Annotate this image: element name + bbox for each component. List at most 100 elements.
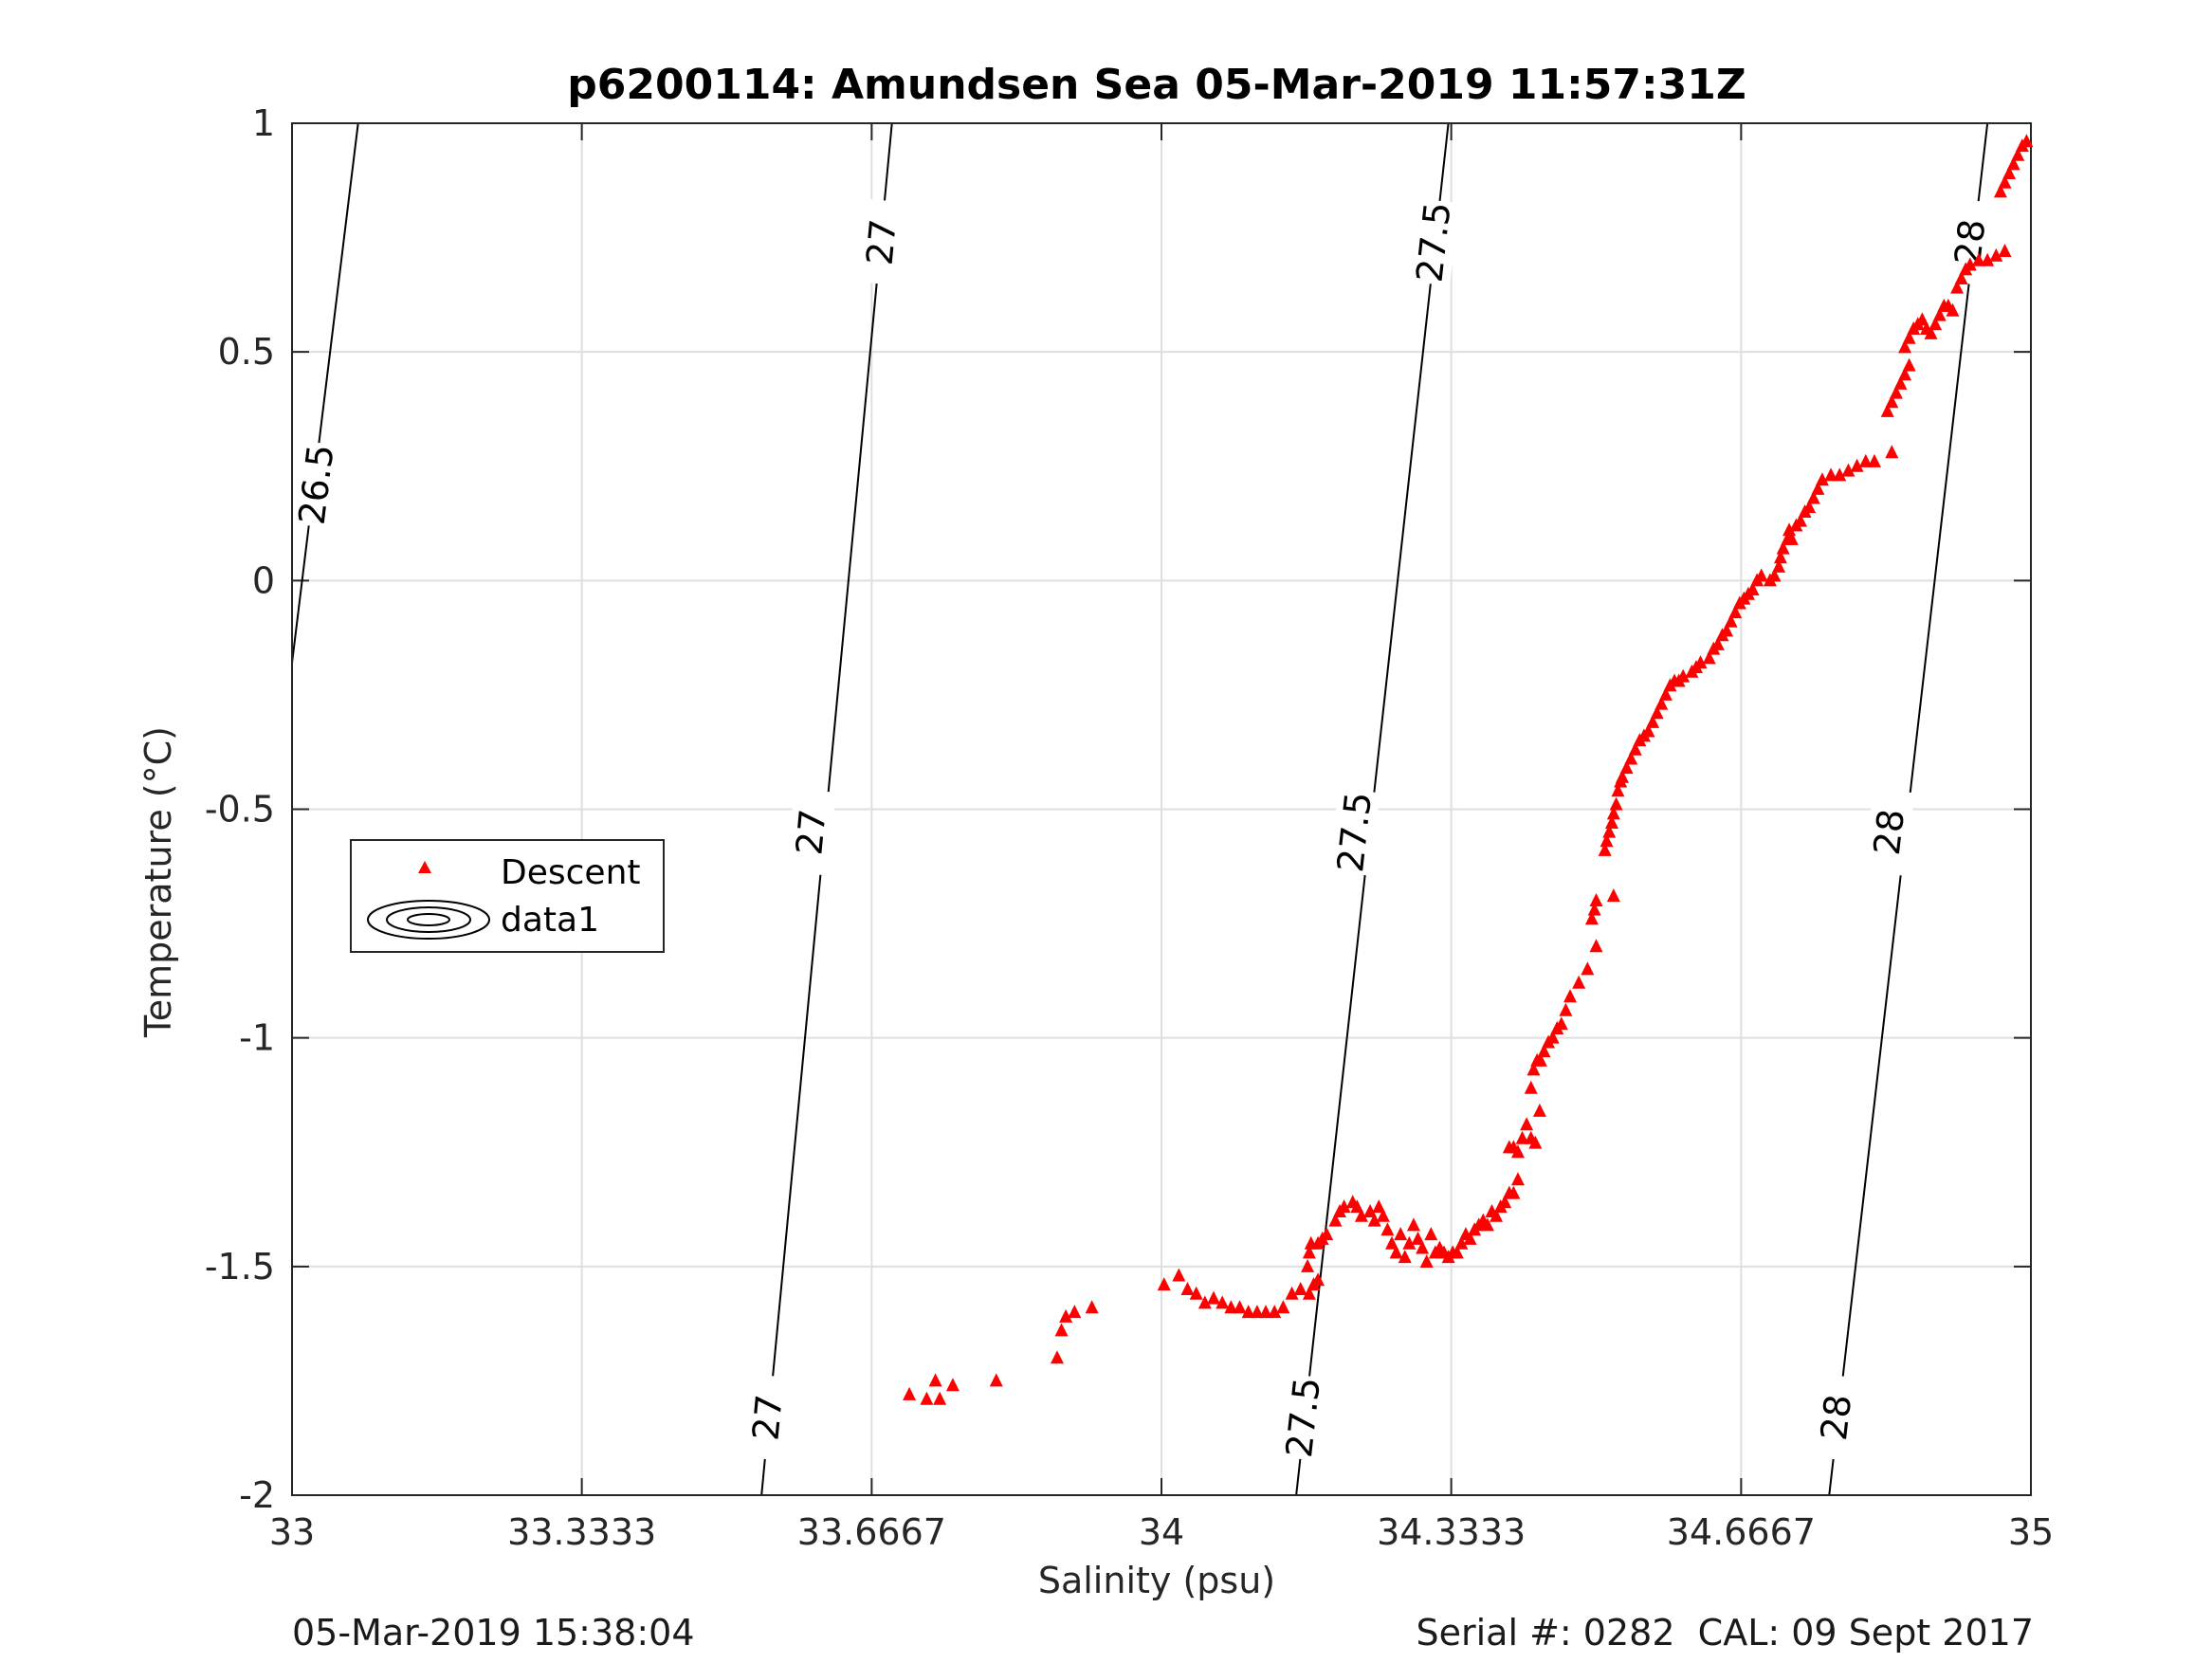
density-contour-line [291,122,359,664]
descent-point [2002,166,2017,180]
descent-point [1507,1185,1521,1199]
descent-point [1989,247,2003,262]
descent-point [1293,1281,1307,1295]
descent-point [1302,1286,1316,1300]
descent-point [1376,1208,1390,1222]
axes-box [291,122,2032,1496]
descent-point [1498,1195,1512,1209]
descent-point [1702,650,1716,665]
descent-point [1773,550,1787,564]
descent-point [1559,1002,1573,1016]
descent-point [1893,375,1908,390]
descent-point [1526,1062,1541,1076]
descent-point [1609,796,1623,811]
descent-point [1398,1250,1412,1264]
descent-point [1380,1222,1395,1236]
descent-point [1054,1323,1069,1337]
descent-point [1285,1286,1299,1300]
descent-point [1581,961,1595,976]
footer-serial-calibration: Serial #: 0282 CAL: 09 Sept 2017 [1416,1612,2034,1654]
descent-point [1424,1227,1438,1241]
legend-descent-marker [418,861,431,873]
descent-point [1867,453,1881,467]
descent-point [1902,357,1916,372]
descent-point [1563,989,1577,1003]
descent-point [1616,769,1630,783]
descent-point [1772,558,1786,573]
descent-point [1394,1227,1408,1241]
descent-point [1085,1300,1099,1314]
contour-label-gap [1328,788,1380,876]
descent-point [1600,833,1614,848]
descent-point [1301,1258,1315,1272]
x-tick-label: 33 [269,1511,315,1553]
descent-point [1532,1103,1546,1117]
contour-label-gap [856,198,906,286]
contour-label: 27.5 [1329,790,1380,874]
descent-point [989,1373,1003,1387]
descent-point [945,1378,960,1392]
x-tick-label: 34.3333 [1377,1511,1526,1553]
footer-timestamp: 05-Mar-2019 15:38:04 [292,1612,695,1654]
descent-point [1302,1245,1316,1259]
descent-point [1311,1272,1325,1287]
descent-point [1350,1199,1364,1214]
descent-point [1216,1295,1230,1309]
contour-label: 27 [744,1393,790,1442]
descent-point [1658,686,1673,701]
descent-point [1858,453,1873,467]
descent-point [1224,1300,1238,1314]
legend: Descent data1 [350,839,665,953]
descent-point [1841,463,1856,477]
descent-point [1724,613,1738,628]
descent-point [1589,939,1603,953]
descent-point [1059,1308,1073,1323]
descent-point [1189,1286,1203,1300]
contour-label: 27 [859,217,905,266]
contour-label-gap [786,788,836,876]
contour-label-gap [290,440,342,529]
descent-point [1606,888,1620,903]
contour-label-gap [1277,1373,1329,1462]
descent-point [1587,902,1601,916]
descent-point [1833,467,1847,482]
contour-label: 27 [788,807,833,856]
descent-point [1815,472,1829,486]
contour-label-gap [1408,198,1459,286]
contour-label-gap [1863,788,1915,876]
y-tick-label: -1.5 [205,1246,275,1288]
legend-box [350,839,665,953]
legend-data1-label: data1 [501,901,599,940]
descent-point [1824,467,1838,482]
y-tick-label: 0.5 [218,331,275,373]
descent-point [1068,1305,1082,1319]
legend-descent-label: Descent [501,853,641,892]
descent-point [1950,280,1965,294]
descent-point [1389,1245,1403,1259]
descent-point [1268,1305,1282,1319]
descent-point [1157,1277,1171,1291]
descent-point [1385,1235,1399,1250]
y-tick-label: -2 [239,1474,275,1516]
descent-point [1520,1117,1534,1131]
descent-point [1050,1350,1064,1364]
contour-label: 26.5 [291,442,342,526]
descent-point [1746,581,1760,595]
descent-point [933,1391,947,1405]
descent-point [1419,1254,1434,1269]
descent-point [1802,500,1817,514]
descent-point [1241,1305,1255,1319]
descent-point [1889,385,1903,399]
descent-point [1490,1208,1504,1222]
x-axis-label: Salinity (psu) [1038,1560,1275,1601]
y-tick-label: 1 [252,102,275,144]
contour-label-gap [1810,1373,1862,1462]
descent-point [1624,751,1638,765]
descent-point [1754,568,1768,582]
descent-point [1233,1300,1247,1314]
descent-point [1971,252,1985,266]
descent-point [1402,1235,1417,1250]
descent-point [1515,1130,1529,1144]
descent-point [1528,1135,1543,1149]
descent-point [1811,481,1825,495]
